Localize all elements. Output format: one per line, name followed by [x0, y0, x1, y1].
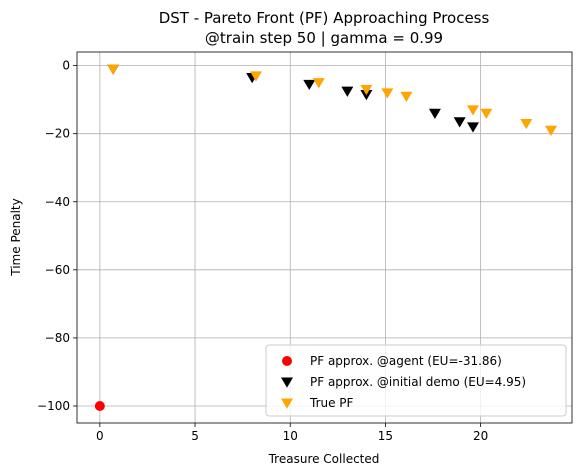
- point-pf-approx-initial-demo: [453, 117, 466, 128]
- x-axis-label: Treasure Collected: [268, 452, 380, 466]
- y-tick-label: −100: [37, 399, 70, 413]
- x-tick-label: 15: [378, 429, 393, 443]
- point-pf-approx-agent: [94, 400, 105, 411]
- point-true-pf: [520, 118, 533, 130]
- x-tick-label: 10: [283, 429, 298, 443]
- legend: PF approx. @agent (EU=-31.86) PF approx.…: [265, 344, 567, 417]
- point-true-pf: [107, 64, 120, 75]
- legend-box: [265, 344, 567, 417]
- legend-entry-agent: PF approx. @agent (EU=-31.86): [310, 354, 502, 368]
- point-true-pf: [480, 108, 493, 119]
- point-true-pf: [249, 71, 262, 82]
- legend-entry-true-pf: True PF: [309, 396, 354, 410]
- y-tick-label: −20: [45, 127, 70, 141]
- legend-marker-pf-approx-initial-demo: [281, 377, 293, 388]
- point-true-pf: [545, 125, 558, 136]
- chart-title-line2: @train step 50 | gamma = 0.99: [205, 29, 443, 47]
- legend-entry-initial-demo: PF approx. @initial demo (EU=4.95): [310, 375, 526, 389]
- point-true-pf: [312, 78, 325, 89]
- point-true-pf: [400, 91, 413, 102]
- x-tick-label: 0: [96, 429, 104, 443]
- legend-marker-pf-approx-agent: [282, 356, 292, 366]
- y-tick-label: −40: [45, 195, 70, 209]
- axis-ticks: 0 5 10 15 20 0 −20 −40 −60 −80 −100: [37, 59, 488, 443]
- point-pf-approx-initial-demo: [428, 108, 441, 119]
- plot-frame: [76, 51, 573, 424]
- point-true-pf: [360, 84, 373, 96]
- legend-markers: [281, 356, 293, 409]
- point-pf-approx-initial-demo: [303, 79, 316, 91]
- legend-marker-true-pf: [281, 398, 293, 409]
- data-points: [94, 64, 558, 411]
- point-pf-approx-initial-demo: [360, 90, 373, 101]
- y-tick-label: 0: [62, 59, 70, 73]
- y-tick-label: −60: [45, 263, 70, 277]
- x-tick-label: 20: [473, 429, 488, 443]
- x-tick-label: 5: [191, 429, 199, 443]
- chart-title-line1: DST - Pareto Front (PF) Approaching Proc…: [159, 9, 490, 27]
- y-tick-label: −80: [45, 331, 70, 345]
- y-axis-label: Time Penalty: [9, 198, 23, 276]
- point-true-pf: [381, 88, 394, 99]
- point-pf-approx-initial-demo: [467, 122, 479, 133]
- grid-lines: [77, 52, 572, 423]
- point-true-pf: [467, 105, 479, 116]
- point-pf-approx-initial-demo: [341, 86, 354, 97]
